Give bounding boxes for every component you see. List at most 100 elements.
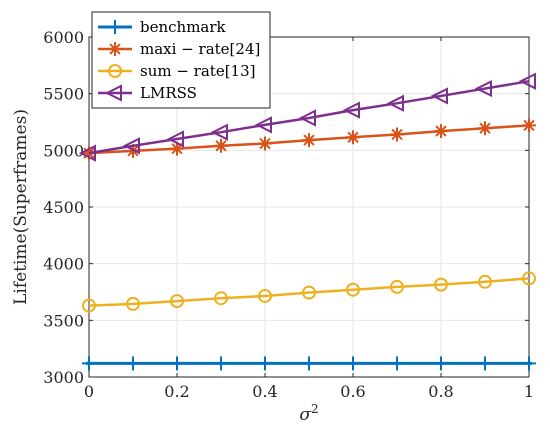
data-point	[346, 356, 360, 371]
data-point	[390, 127, 404, 142]
x-tick-label: 1	[524, 382, 534, 401]
y-tick-label: 5500	[43, 85, 84, 104]
asterisk-marker-stroke	[479, 122, 491, 134]
data-point	[390, 279, 404, 294]
y-tick-label: 3500	[43, 311, 84, 330]
x-tick-label: 0.8	[428, 382, 453, 401]
series-triangle-left	[78, 72, 536, 162]
circle-marker	[214, 291, 228, 306]
asterisk-marker-stroke	[435, 125, 447, 137]
data-point	[522, 118, 536, 133]
triangle-left-marker	[122, 137, 140, 155]
data-point	[78, 144, 96, 162]
data-point	[346, 282, 360, 297]
data-point	[518, 72, 536, 90]
data-point	[434, 277, 448, 292]
data-point	[478, 356, 492, 371]
triangle-left-marker	[474, 79, 492, 98]
data-point	[302, 133, 316, 148]
legend-entry: LMRSS	[98, 84, 197, 102]
legend-label: sum − rate[13]	[140, 62, 256, 80]
data-point	[434, 124, 448, 139]
legend-entry: maxi − rate[24]	[98, 40, 260, 58]
y-tick-label: 5000	[43, 141, 84, 160]
x-tick-label: 0.4	[252, 382, 277, 401]
asterisk-marker-stroke	[391, 128, 403, 141]
legend-label: LMRSS	[140, 84, 197, 102]
x-tick-label: 0	[84, 382, 94, 401]
triangle-left-marker	[78, 144, 96, 162]
triangle-left-marker	[430, 87, 448, 105]
data-point	[434, 356, 448, 371]
data-point	[126, 356, 140, 371]
data-point	[166, 130, 184, 148]
circle-marker	[258, 288, 272, 303]
y-tick-label: 4000	[43, 255, 84, 274]
triangle-left-marker	[210, 123, 228, 141]
data-point	[302, 356, 316, 371]
legend-marker	[108, 42, 122, 56]
data-point	[82, 356, 96, 371]
legend-marker	[108, 20, 122, 34]
x-tick-label: 0.6	[340, 382, 365, 401]
data-point	[82, 298, 96, 313]
circle-marker	[126, 296, 140, 311]
circle-marker	[434, 277, 448, 292]
circle-marker	[302, 285, 316, 300]
data-point	[522, 356, 536, 371]
y-tick-label: 6000	[43, 28, 84, 47]
legend-entry: benchmark	[98, 18, 227, 36]
legend-marker	[108, 64, 122, 78]
circle-marker	[82, 298, 96, 313]
y-axis-label: Lifetime(Superframes)	[11, 109, 31, 305]
legend-entry: sum − rate[13]	[98, 62, 256, 80]
series-circle	[82, 271, 536, 313]
x-axis-label-base: σ	[299, 405, 311, 425]
data-point	[258, 356, 272, 371]
triangle-left-marker	[518, 72, 536, 90]
triangle-left-marker	[386, 94, 404, 112]
triangle-left-marker	[254, 116, 272, 134]
triangle-left-marker	[342, 101, 360, 119]
data-point	[346, 130, 360, 145]
circle-marker	[108, 64, 122, 78]
data-point	[170, 356, 184, 371]
series-line	[88, 79, 530, 155]
legend-label: benchmark	[140, 18, 227, 36]
x-axis-label: σ2	[299, 402, 318, 425]
legend: benchmark maxi − rate[24] sum − rate[13] LM…	[91, 11, 271, 109]
circle-marker	[390, 279, 404, 294]
data-point	[430, 87, 448, 105]
data-point	[258, 136, 272, 151]
asterisk-marker-stroke	[303, 134, 315, 146]
series-plus	[82, 356, 536, 371]
asterisk-marker-stroke	[259, 137, 271, 150]
data-point	[122, 137, 140, 155]
circle-marker	[346, 282, 360, 297]
data-point	[214, 138, 228, 153]
data-point	[254, 116, 272, 134]
data-point	[390, 356, 404, 371]
data-point	[474, 79, 492, 98]
data-point	[214, 356, 228, 371]
data-point	[302, 285, 316, 300]
asterisk-marker-stroke	[523, 119, 535, 132]
asterisk-marker-stroke	[215, 140, 227, 152]
data-point	[478, 274, 492, 289]
y-tick-label: 4500	[43, 198, 84, 217]
series-group	[78, 72, 536, 371]
data-point	[342, 101, 360, 119]
legend-label: maxi − rate[24]	[140, 40, 260, 58]
y-tick-label: 3000	[43, 368, 84, 387]
series-asterisk	[82, 118, 536, 161]
triangle-left-marker	[166, 130, 184, 148]
circle-marker	[522, 271, 536, 286]
x-tick-label: 0.2	[164, 382, 189, 401]
data-point	[126, 296, 140, 311]
triangle-left-marker	[298, 109, 316, 127]
circle-marker	[170, 294, 184, 309]
asterisk-marker-stroke	[109, 43, 121, 55]
x-axis-label-superscript: 2	[311, 402, 319, 416]
data-point	[214, 291, 228, 306]
